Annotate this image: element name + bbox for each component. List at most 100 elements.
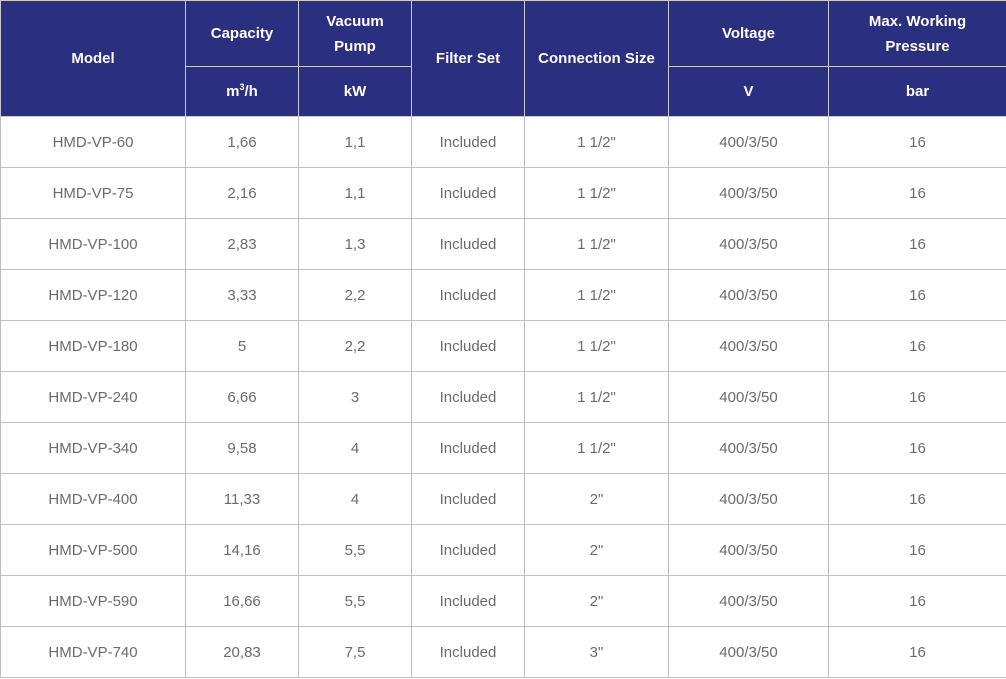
table-row: HMD-VP-60 1,66 1,1 Included 1 1/2" 400/3/50 16 [0,116,1006,168]
unit-max-pressure: bar [828,66,1006,117]
cell-max-pressure: 16 [828,269,1006,321]
cell-capacity: 20,83 [185,626,299,678]
cell-filter-set: Included [411,167,525,219]
cell-voltage: 400/3/50 [668,575,829,627]
unit-vacuum-pump: kW [298,66,412,117]
cell-filter-set: Included [411,269,525,321]
table-row: HMD-VP-240 6,66 3 Included 1 1/2" 400/3/50 16 [0,371,1006,423]
cell-vacuum-pump: 1,1 [298,116,412,168]
cell-model: HMD-VP-75 [0,167,186,219]
header-filter-set: Filter Set [411,0,525,117]
cell-vacuum-pump: 5,5 [298,575,412,627]
unit-capacity: m3/h [185,66,299,117]
header-capacity: Capacity [185,0,299,67]
cell-vacuum-pump: 3 [298,371,412,423]
cell-vacuum-pump: 4 [298,422,412,474]
cell-capacity: 16,66 [185,575,299,627]
table-row: HMD-VP-75 2,16 1,1 Included 1 1/2" 400/3/50 16 [0,167,1006,219]
cell-voltage: 400/3/50 [668,626,829,678]
cell-vacuum-pump: 4 [298,473,412,525]
cell-vacuum-pump: 1,3 [298,218,412,270]
cell-capacity: 1,66 [185,116,299,168]
cell-filter-set: Included [411,575,525,627]
cell-voltage: 400/3/50 [668,473,829,525]
table-row: HMD-VP-180 5 2,2 Included 1 1/2" 400/3/50 16 [0,320,1006,372]
cell-connection-size: 1 1/2" [524,371,669,423]
cell-connection-size: 1 1/2" [524,167,669,219]
cell-model: HMD-VP-400 [0,473,186,525]
cell-model: HMD-VP-240 [0,371,186,423]
cell-capacity: 6,66 [185,371,299,423]
cell-filter-set: Included [411,473,525,525]
cell-model: HMD-VP-120 [0,269,186,321]
cell-capacity: 2,16 [185,167,299,219]
cell-voltage: 400/3/50 [668,167,829,219]
cell-capacity: 14,16 [185,524,299,576]
cell-model: HMD-VP-180 [0,320,186,372]
cell-max-pressure: 16 [828,422,1006,474]
table-header: Model Capacity Vacuum Pump Filter Set Co… [0,0,1006,117]
cell-model: HMD-VP-60 [0,116,186,168]
cell-connection-size: 2" [524,473,669,525]
cell-filter-set: Included [411,626,525,678]
cell-voltage: 400/3/50 [668,269,829,321]
cell-vacuum-pump: 5,5 [298,524,412,576]
cell-filter-set: Included [411,320,525,372]
table-row: HMD-VP-500 14,16 5,5 Included 2" 400/3/50 16 [0,524,1006,576]
cell-model: HMD-VP-500 [0,524,186,576]
table-row: HMD-VP-100 2,83 1,3 Included 1 1/2" 400/3/50 1… [0,218,1006,270]
cell-connection-size: 2" [524,575,669,627]
cell-filter-set: Included [411,116,525,168]
cell-filter-set: Included [411,422,525,474]
unit-capacity-rest: /h [244,83,258,100]
table-body: HMD-VP-60 1,66 1,1 Included 1 1/2" 400/3/50 16… [0,116,1006,678]
cell-max-pressure: 16 [828,473,1006,525]
cell-max-pressure: 16 [828,524,1006,576]
header-max-pressure-line2: Pressure [885,37,950,55]
cell-connection-size: 2" [524,524,669,576]
cell-connection-size: 1 1/2" [524,218,669,270]
cell-vacuum-pump: 1,1 [298,167,412,219]
header-max-pressure-line1: Max. Working [868,12,967,30]
cell-model: HMD-VP-740 [0,626,186,678]
cell-filter-set: Included [411,218,525,270]
table-row: HMD-VP-590 16,66 5,5 Included 2" 400/3/50 16 [0,575,1006,627]
cell-vacuum-pump: 7,5 [298,626,412,678]
cell-filter-set: Included [411,371,525,423]
cell-max-pressure: 16 [828,371,1006,423]
header-vacuum-pump-line2: Pump [334,37,376,55]
cell-model: HMD-VP-100 [0,218,186,270]
cell-connection-size: 1 1/2" [524,422,669,474]
cell-voltage: 400/3/50 [668,371,829,423]
cell-connection-size: 1 1/2" [524,116,669,168]
cell-capacity: 5 [185,320,299,372]
header-vacuum-pump-line1: Vacuum [326,12,384,30]
cell-voltage: 400/3/50 [668,320,829,372]
unit-capacity-base: m [226,83,240,100]
cell-capacity: 9,58 [185,422,299,474]
cell-capacity: 11,33 [185,473,299,525]
table-row: HMD-VP-400 11,33 4 Included 2" 400/3/50 16 [0,473,1006,525]
cell-filter-set: Included [411,524,525,576]
table-row: HMD-VP-120 3,33 2,2 Included 1 1/2" 400/3/50 1… [0,269,1006,321]
cell-connection-size: 1 1/2" [524,320,669,372]
table-row: HMD-VP-340 9,58 4 Included 1 1/2" 400/3/50 16 [0,422,1006,474]
cell-capacity: 3,33 [185,269,299,321]
cell-connection-size: 3" [524,626,669,678]
cell-capacity: 2,83 [185,218,299,270]
cell-voltage: 400/3/50 [668,422,829,474]
cell-max-pressure: 16 [828,626,1006,678]
header-connection-size: Connection Size [524,0,669,117]
cell-model: HMD-VP-590 [0,575,186,627]
cell-max-pressure: 16 [828,116,1006,168]
cell-vacuum-pump: 2,2 [298,269,412,321]
cell-voltage: 400/3/50 [668,218,829,270]
cell-vacuum-pump: 2,2 [298,320,412,372]
cell-model: HMD-VP-340 [0,422,186,474]
header-model: Model [0,0,186,117]
cell-voltage: 400/3/50 [668,116,829,168]
table-row: HMD-VP-740 20,83 7,5 Included 3" 400/3/50 16 [0,626,1006,678]
header-max-pressure: Max. Working Pressure [828,0,1006,67]
cell-max-pressure: 16 [828,320,1006,372]
